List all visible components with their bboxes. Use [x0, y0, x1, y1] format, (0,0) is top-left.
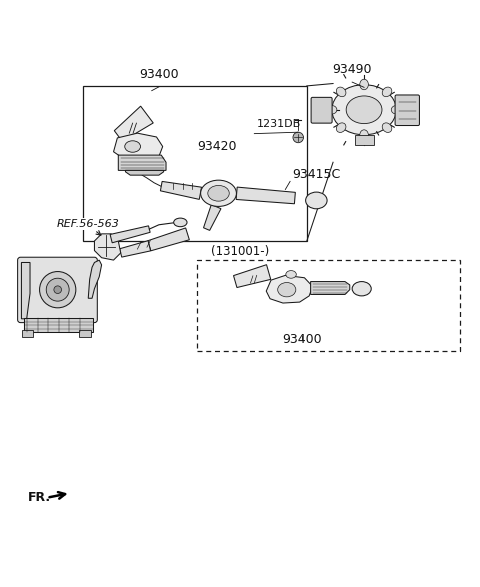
Polygon shape [88, 260, 102, 298]
Bar [79, 330, 91, 338]
Ellipse shape [125, 141, 141, 152]
Ellipse shape [174, 218, 187, 227]
Polygon shape [95, 234, 120, 260]
Text: 93420: 93420 [197, 140, 237, 153]
Text: FR.: FR. [28, 491, 51, 504]
Ellipse shape [278, 282, 296, 297]
Ellipse shape [336, 123, 346, 133]
Polygon shape [114, 133, 163, 162]
Polygon shape [118, 155, 166, 170]
Polygon shape [114, 106, 153, 141]
Circle shape [39, 272, 76, 308]
Polygon shape [125, 170, 164, 175]
Polygon shape [120, 241, 151, 257]
Polygon shape [160, 181, 202, 200]
Text: 93400: 93400 [282, 333, 322, 346]
Polygon shape [355, 135, 373, 144]
Text: (131001-): (131001-) [211, 245, 270, 258]
Ellipse shape [382, 87, 392, 97]
Polygon shape [234, 265, 271, 288]
Ellipse shape [286, 271, 296, 278]
Text: 93490: 93490 [332, 63, 372, 76]
Polygon shape [110, 226, 150, 243]
Text: REF.56-563: REF.56-563 [56, 219, 119, 229]
Ellipse shape [208, 185, 229, 201]
Ellipse shape [336, 87, 346, 97]
Polygon shape [204, 205, 221, 230]
Polygon shape [311, 282, 350, 295]
Circle shape [293, 132, 303, 143]
Bar [24, 318, 93, 332]
Circle shape [46, 278, 69, 301]
Polygon shape [148, 228, 189, 251]
FancyBboxPatch shape [311, 97, 332, 123]
Bar [22, 330, 34, 338]
Bar [197, 260, 459, 351]
Circle shape [54, 286, 61, 294]
Polygon shape [22, 262, 30, 319]
Ellipse shape [352, 282, 371, 296]
Text: 93400: 93400 [139, 68, 179, 81]
Ellipse shape [360, 130, 368, 140]
Ellipse shape [346, 96, 382, 124]
FancyBboxPatch shape [18, 257, 97, 323]
Ellipse shape [391, 106, 402, 114]
Ellipse shape [382, 123, 392, 133]
Ellipse shape [201, 180, 237, 207]
Polygon shape [266, 275, 312, 303]
Bar [83, 86, 307, 241]
Polygon shape [236, 187, 295, 204]
Text: 93415C: 93415C [292, 168, 341, 181]
Ellipse shape [332, 85, 396, 135]
FancyBboxPatch shape [395, 95, 420, 126]
Ellipse shape [360, 79, 368, 90]
Text: 1231DB: 1231DB [257, 119, 301, 129]
Ellipse shape [326, 106, 337, 114]
Ellipse shape [306, 192, 327, 209]
